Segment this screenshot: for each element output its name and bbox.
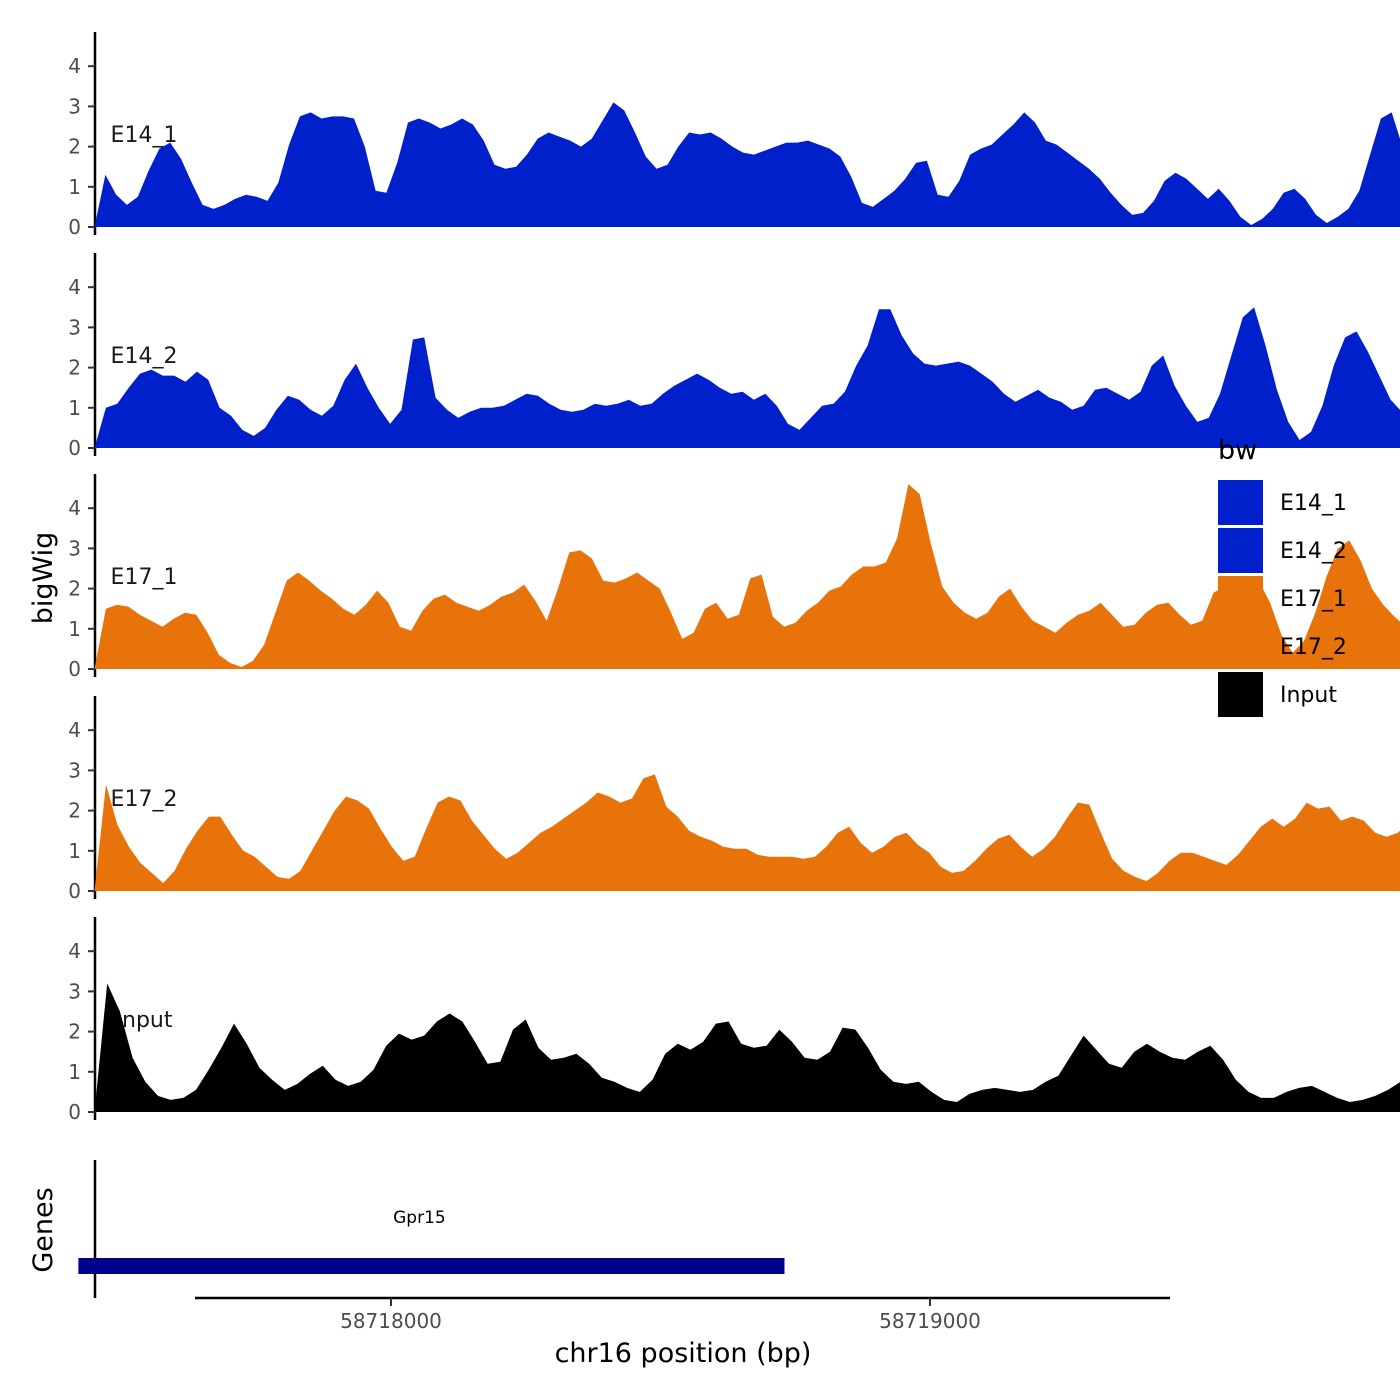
legend-label: E14_1 — [1280, 491, 1347, 516]
y-tick-label: 0 — [68, 1100, 81, 1124]
y-tick-label: 4 — [68, 718, 81, 742]
x-axis-title: chr16 position (bp) — [555, 1338, 812, 1369]
gene-label: Gpr15 — [393, 1208, 446, 1228]
track-label: E17_1 — [111, 565, 178, 590]
y-tick-label: 0 — [68, 215, 81, 239]
y-tick-label: 3 — [68, 94, 81, 118]
y-tick-label: 4 — [68, 275, 81, 299]
track-E17_1: 0 1 2 3 4 E17_1 — [68, 474, 1400, 681]
legend-key-E14_1 — [1218, 480, 1263, 525]
track-E17_2: 0 1 2 3 4 E17_2 — [68, 696, 1400, 903]
y-tick-label: 2 — [68, 356, 81, 380]
y-axis-title: bigWig — [28, 532, 59, 625]
y-tick-label: 4 — [68, 939, 81, 963]
y-tick-label: 4 — [68, 496, 81, 520]
y-tick-label: 1 — [68, 175, 81, 199]
area-E14_2 — [94, 307, 1400, 448]
y-tick-label: 3 — [68, 758, 81, 782]
legend-label: E17_2 — [1280, 635, 1347, 660]
track-label: E14_2 — [111, 344, 178, 369]
y-tick-label: 3 — [68, 315, 81, 339]
legend-key-E14_2 — [1218, 528, 1263, 573]
track-E14_2: 0 1 2 3 4 E14_2 — [68, 253, 1400, 460]
gene-track: Genes Gpr15 — [28, 1160, 785, 1298]
y-tick-label: 2 — [68, 135, 81, 159]
y-tick-label: 1 — [68, 396, 81, 420]
y-tick-label: 2 — [68, 577, 81, 601]
legend-label: E14_2 — [1280, 539, 1347, 564]
y-tick-label: 2 — [68, 1020, 81, 1044]
area-E17_2 — [94, 774, 1400, 891]
y-tick-label: 0 — [68, 879, 81, 903]
y-tick-label: 1 — [68, 1060, 81, 1084]
y-tick-label: 2 — [68, 799, 81, 823]
area-Input — [94, 983, 1400, 1112]
area-E14_1 — [94, 102, 1400, 227]
legend-key-Input — [1218, 672, 1263, 717]
y-tick-label: 1 — [68, 839, 81, 863]
legend: bw E14_1 E14_2 E17_1 E17_2 Input — [1218, 435, 1347, 717]
legend-title: bw — [1218, 435, 1257, 466]
track-label: Input — [116, 1008, 173, 1033]
y-tick-label: 0 — [68, 436, 81, 460]
legend-key-E17_2 — [1218, 624, 1263, 669]
y-tick-label: 3 — [68, 536, 81, 560]
y-tick-label: 0 — [68, 657, 81, 681]
y-tick-label: 3 — [68, 979, 81, 1003]
area-E17_1 — [94, 484, 1400, 669]
legend-label: Input — [1280, 683, 1337, 708]
track-Input: 0 1 2 3 4 Input — [68, 917, 1400, 1124]
y-tick-label: 4 — [68, 54, 81, 78]
gene-bar-Gpr15 — [78, 1258, 785, 1274]
track-label: E17_2 — [111, 787, 178, 812]
track-E14_1: 0 1 2 3 4 E14_1 — [68, 32, 1400, 239]
tracks-group: 0 1 2 3 4 E14_1 0 1 2 3 4 E14_2 0 1 2 3 4 E17_1 0 1 2 3 4 E17_2… — [68, 32, 1400, 1124]
x-tick-label: 58719000 — [879, 1309, 981, 1333]
gene-track-title: Genes — [28, 1187, 59, 1272]
legend-label: E17_1 — [1280, 587, 1347, 612]
y-tick-label: 1 — [68, 617, 81, 641]
x-axis: chr16 position (bp) 58718000587190005872… — [195, 1296, 1170, 1369]
legend-key-E17_1 — [1218, 576, 1263, 621]
track-label: E14_1 — [111, 123, 178, 148]
x-tick-label: 58718000 — [340, 1309, 442, 1333]
